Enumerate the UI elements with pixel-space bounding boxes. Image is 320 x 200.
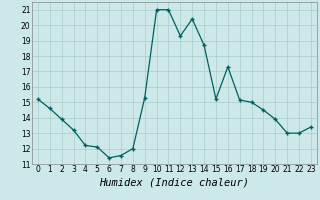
X-axis label: Humidex (Indice chaleur): Humidex (Indice chaleur) bbox=[100, 177, 249, 187]
